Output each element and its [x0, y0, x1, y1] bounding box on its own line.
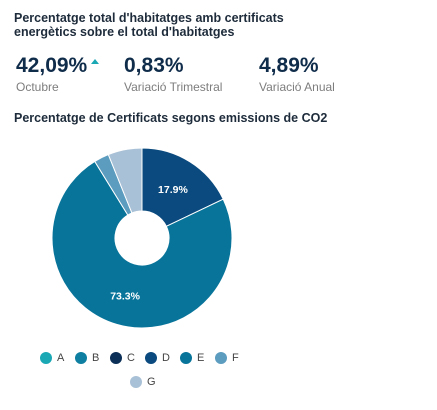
legend-label: E	[197, 352, 205, 364]
kpi-annual: 4,89% Variació Anual	[259, 54, 335, 94]
legend-label: F	[232, 352, 239, 364]
donut-chart: 17.9% 73.3%	[51, 147, 233, 329]
legend-label: D	[162, 352, 170, 364]
kpi-annual-value: 4,89%	[259, 54, 319, 77]
legend-item-C[interactable]: C	[110, 352, 145, 364]
legend-item-F[interactable]: F	[215, 352, 250, 364]
chart-title: Percentatge de Certificats segons emissi…	[14, 111, 328, 125]
legend-row: A B C D E F	[40, 346, 280, 370]
slice-G	[107, 147, 143, 214]
legend-label: B	[92, 352, 100, 364]
legend-item-A[interactable]: A	[40, 352, 75, 364]
legend-label: C	[127, 352, 135, 364]
slice-D	[141, 147, 224, 228]
legend-dot-icon	[180, 352, 192, 364]
kpi-current: 42,09% Octubre	[16, 54, 100, 94]
legend-item-D[interactable]: D	[145, 352, 180, 364]
data-label-D: 17.9%	[158, 184, 188, 196]
legend-row: G	[40, 370, 280, 394]
kpi-current-label: Octubre	[16, 80, 59, 94]
legend-dot-icon	[130, 376, 142, 388]
kpi-annual-label: Variació Anual	[259, 80, 335, 94]
kpi-quarterly-value: 0,83%	[124, 54, 184, 77]
legend-label: A	[57, 352, 65, 364]
legend-item-B[interactable]: B	[75, 352, 110, 364]
trend-up-icon	[91, 59, 100, 64]
kpi-quarterly-label: Variació Trimestral	[124, 80, 223, 94]
kpi-current-value: 42,09%	[16, 54, 100, 78]
data-label-E: 73.3%	[110, 291, 140, 303]
legend-dot-icon	[145, 352, 157, 364]
kpi-quarterly: 0,83% Variació Trimestral	[124, 54, 222, 94]
legend-dot-icon	[75, 352, 87, 364]
slice-E	[51, 160, 233, 329]
legend-dot-icon	[40, 352, 52, 364]
page-title: Percentatge total d'habitatges amb certi…	[14, 11, 284, 39]
legend-item-E[interactable]: E	[180, 352, 215, 364]
legend-dot-icon	[110, 352, 122, 364]
legend-item-G[interactable]: G	[130, 376, 165, 388]
chart-legend: A B C D E F G	[40, 346, 280, 394]
legend-dot-icon	[215, 352, 227, 364]
legend-label: G	[147, 376, 156, 388]
